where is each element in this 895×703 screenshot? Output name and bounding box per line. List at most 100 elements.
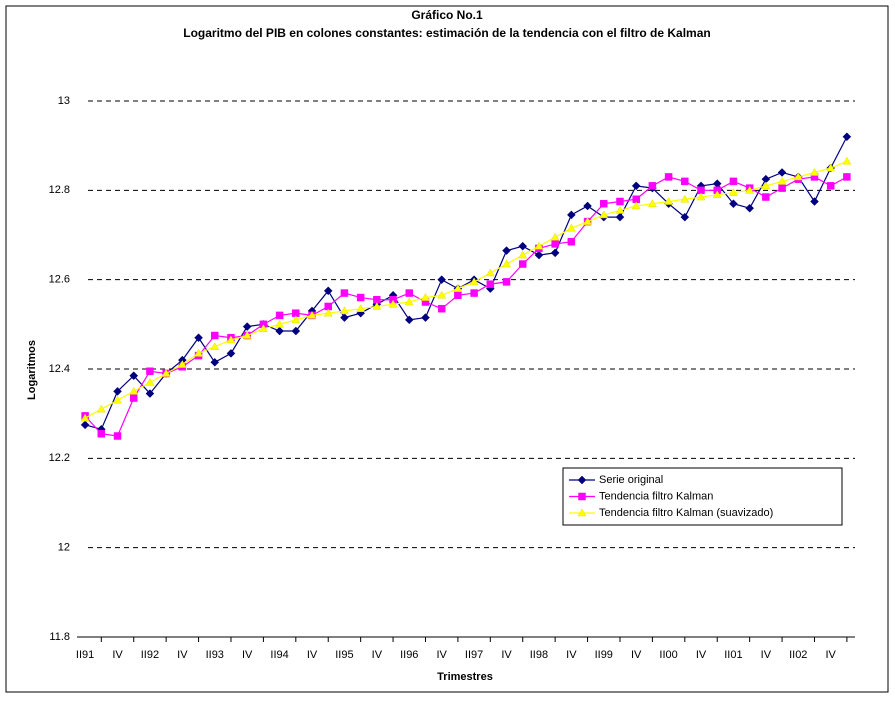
- marker: [502, 278, 511, 286]
- marker: [777, 168, 787, 177]
- marker: [566, 223, 576, 232]
- marker: [843, 173, 851, 181]
- marker: [550, 232, 560, 241]
- x-tick-label: IV: [566, 649, 577, 661]
- marker: [616, 197, 624, 206]
- x-tick-label: II93: [206, 649, 224, 661]
- marker: [437, 304, 446, 313]
- marker: [664, 196, 674, 205]
- marker: [373, 296, 381, 304]
- marker: [194, 333, 203, 343]
- marker: [292, 309, 300, 317]
- marker: [437, 275, 447, 285]
- marker: [356, 293, 365, 302]
- marker: [145, 389, 155, 398]
- marker: [681, 177, 689, 186]
- legend-label: Tendencia filtro Kalman (suavizado): [599, 507, 773, 519]
- x-tick-label: IV: [761, 649, 772, 661]
- marker: [518, 250, 528, 259]
- marker: [97, 430, 106, 438]
- marker: [729, 188, 738, 196]
- marker: [323, 308, 333, 317]
- x-tick-label: IV: [501, 649, 512, 661]
- marker: [583, 217, 592, 225]
- x-tick-label: II99: [595, 649, 613, 661]
- marker: [518, 260, 527, 268]
- marker: [696, 192, 706, 201]
- marker: [210, 342, 220, 350]
- x-tick-label: IV: [112, 649, 123, 661]
- marker: [404, 297, 414, 306]
- marker: [485, 268, 495, 277]
- x-tick-label: II98: [530, 649, 548, 661]
- marker: [502, 259, 511, 268]
- marker: [80, 420, 90, 430]
- marker: [712, 190, 722, 199]
- marker: [340, 306, 349, 315]
- chart-frame: [5, 5, 889, 693]
- marker: [778, 184, 786, 192]
- marker: [680, 194, 690, 203]
- x-tick-label: IV: [177, 649, 188, 661]
- marker: [226, 335, 236, 344]
- x-tick-label: IV: [631, 649, 642, 661]
- marker: [777, 176, 787, 185]
- chart-subtitle: Logaritmo del PIB en colones constantes:…: [183, 26, 710, 40]
- y-tick-label: 12.8: [49, 184, 70, 196]
- marker: [80, 413, 90, 422]
- marker: [340, 289, 349, 297]
- marker: [600, 199, 608, 208]
- marker: [242, 330, 252, 339]
- marker: [793, 172, 803, 181]
- x-tick-label: II96: [400, 649, 418, 661]
- marker: [761, 181, 771, 190]
- marker: [632, 195, 640, 204]
- x-axis-label: Trimestres: [437, 671, 493, 683]
- marker: [664, 173, 673, 181]
- marker: [647, 199, 657, 207]
- marker: [404, 315, 414, 325]
- marker: [323, 286, 333, 296]
- marker: [258, 324, 268, 333]
- marker: [129, 394, 138, 402]
- marker: [745, 203, 754, 213]
- y-tick-label: 12: [58, 542, 70, 554]
- marker: [615, 212, 625, 222]
- marker: [405, 289, 414, 297]
- marker: [242, 322, 252, 331]
- marker: [421, 313, 430, 322]
- x-tick-label: II94: [270, 649, 288, 661]
- marker: [194, 348, 203, 357]
- x-tick-label: II00: [659, 649, 677, 661]
- marker: [567, 237, 576, 246]
- marker: [177, 360, 187, 368]
- marker: [842, 156, 852, 165]
- marker: [502, 246, 511, 255]
- y-tick-label: 12.2: [49, 452, 70, 464]
- x-tick-label: II01: [724, 649, 742, 661]
- marker: [275, 326, 284, 336]
- x-tick-label: II92: [141, 649, 159, 661]
- marker: [578, 492, 586, 501]
- marker: [421, 293, 430, 301]
- marker: [96, 404, 106, 413]
- marker: [372, 301, 382, 310]
- legend-label: Serie original: [599, 474, 663, 486]
- marker: [113, 386, 122, 396]
- marker: [145, 377, 155, 386]
- marker: [577, 508, 587, 517]
- marker: [518, 241, 528, 251]
- marker: [810, 167, 819, 176]
- legend-label: Tendencia filtro Kalman: [599, 490, 713, 502]
- x-tick-label: IV: [372, 649, 383, 661]
- x-tick-label: IV: [242, 649, 253, 661]
- x-tick-label: IV: [696, 649, 707, 661]
- marker: [454, 291, 462, 300]
- marker: [567, 210, 576, 220]
- marker: [275, 319, 285, 328]
- marker: [631, 201, 641, 210]
- marker: [291, 326, 301, 336]
- y-tick-label: 12.4: [49, 363, 70, 375]
- x-tick-label: II95: [335, 649, 353, 661]
